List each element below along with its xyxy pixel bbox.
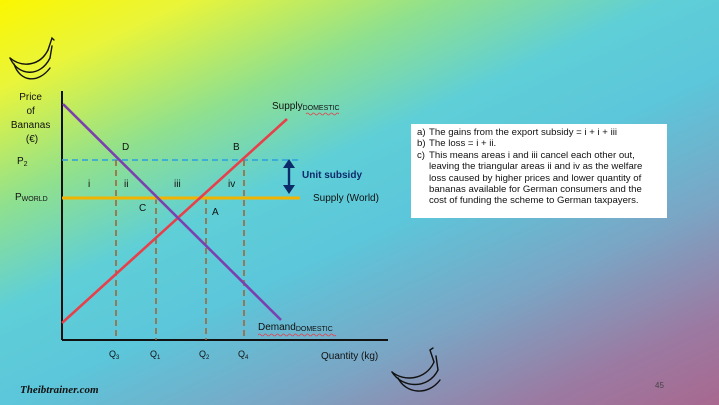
explanation-textbox: a) The gains from the export subsidy = i… (411, 124, 667, 218)
note-b-label: b) (417, 138, 426, 150)
note-c-text: This means areas i and iii cancel each o… (429, 149, 643, 207)
p2-label: P2 (17, 156, 28, 168)
q1-label: Q1 (150, 349, 161, 361)
q2-label: Q2 (199, 349, 210, 361)
point-a-label: A (212, 207, 219, 218)
page-number: 45 (655, 381, 664, 390)
note-c: c) This means areas i and iii cancel eac… (417, 150, 661, 207)
note-c-label: c) (417, 149, 425, 161)
point-d-label: D (122, 142, 129, 153)
demand-domestic-line (62, 103, 282, 321)
q3-label: Q3 (109, 349, 120, 361)
note-a-text: The gains from the export subsidy = i + … (429, 127, 617, 138)
point-b-label: B (233, 142, 240, 153)
q4-label: Q4 (238, 349, 249, 361)
y-axis-label: Price of Bananas (€) (11, 92, 53, 145)
banana-icon-top-left (9, 36, 55, 80)
note-b: b) The loss = i + ii. (417, 138, 661, 149)
pworld-label: PWORLD (15, 192, 48, 203)
note-a: a) The gains from the export subsidy = i… (417, 127, 661, 138)
supply-world-label: Supply (World) (313, 193, 379, 204)
area-iv-label: iv (228, 179, 235, 190)
unit-subsidy-label: Unit subsidy (302, 170, 362, 181)
unit-subsidy-arrow (283, 159, 295, 194)
note-a-label: a) (417, 127, 426, 138)
x-axis-label: Quantity (kg) (321, 351, 378, 362)
site-logo: Theibtrainer.com (20, 384, 99, 396)
supply-domestic-line (61, 118, 288, 324)
supply-domestic-label: SupplyDOMESTIC (272, 101, 340, 112)
area-i-label: i (88, 179, 90, 190)
banana-icon-bottom-right (391, 347, 441, 392)
note-b-text: The loss = i + ii. (429, 138, 497, 150)
area-ii-label: ii (124, 179, 128, 190)
point-c-label: C (139, 203, 146, 214)
area-iii-label: iii (174, 179, 181, 190)
demand-domestic-label: DemandDOMESTIC (258, 322, 333, 333)
